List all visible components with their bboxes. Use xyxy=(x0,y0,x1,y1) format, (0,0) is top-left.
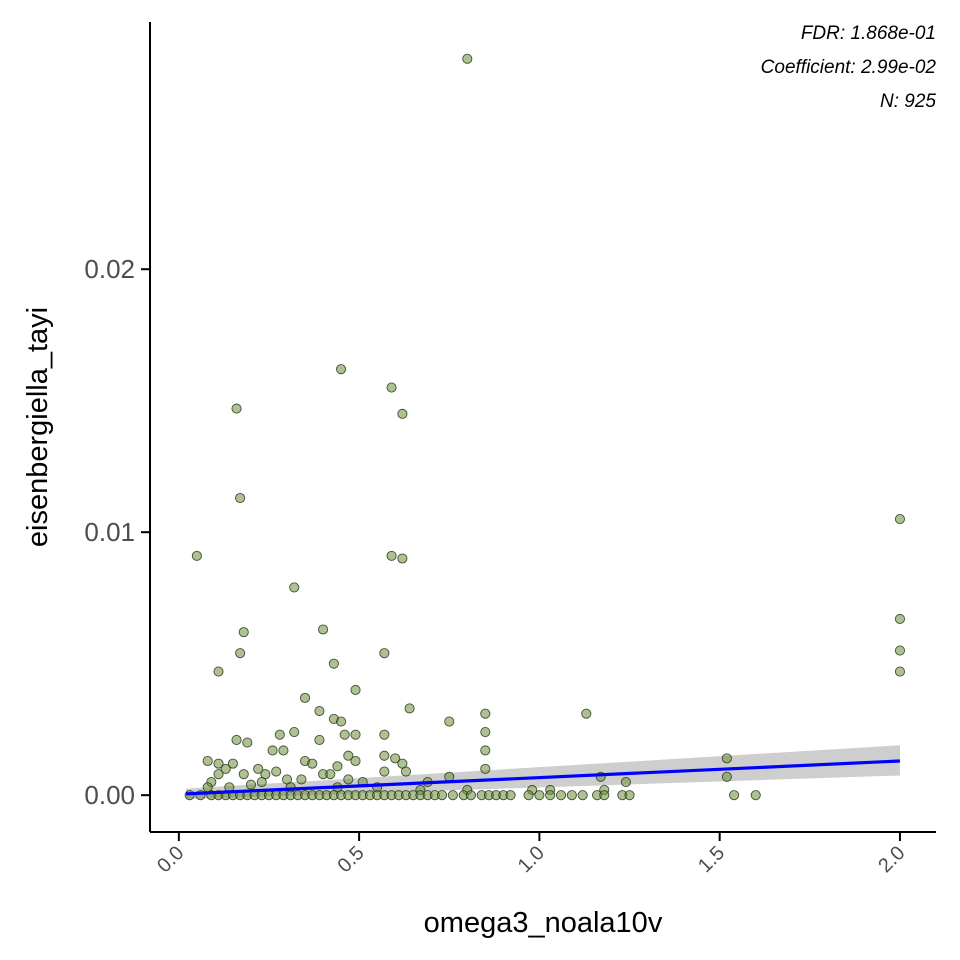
data-point xyxy=(379,766,390,777)
data-point xyxy=(462,53,473,64)
data-point xyxy=(202,755,213,767)
data-point xyxy=(350,729,361,740)
data-point xyxy=(336,364,347,375)
y-tick-label: 0.00 xyxy=(84,780,135,810)
data-point xyxy=(343,774,354,785)
data-point xyxy=(566,790,577,801)
data-point xyxy=(397,408,408,419)
data-point xyxy=(231,403,242,414)
data-point xyxy=(480,763,491,774)
data-point xyxy=(296,774,307,785)
data-point xyxy=(271,766,282,777)
data-point xyxy=(386,550,397,561)
y-tick-label: 0.02 xyxy=(84,254,135,284)
data-point xyxy=(242,737,253,748)
data-point xyxy=(894,513,905,525)
trend-line-layer xyxy=(185,759,901,796)
data-point xyxy=(213,758,224,769)
x-tick-label: 2.0 xyxy=(874,842,909,877)
data-point xyxy=(213,666,224,677)
data-point xyxy=(480,745,491,756)
data-point xyxy=(599,790,610,801)
data-point xyxy=(721,771,732,782)
data-point xyxy=(231,734,242,746)
data-point xyxy=(534,790,545,801)
data-point xyxy=(314,705,325,717)
data-point xyxy=(505,790,516,801)
data-point xyxy=(894,666,905,677)
data-point xyxy=(721,753,732,764)
data-point xyxy=(480,727,491,738)
data-points-layer xyxy=(184,53,905,801)
data-point xyxy=(289,727,300,738)
data-point xyxy=(404,703,415,714)
data-point xyxy=(386,382,397,393)
data-point xyxy=(343,750,354,761)
data-point xyxy=(267,745,278,756)
x-tick-label: 1.0 xyxy=(514,842,549,877)
data-point xyxy=(307,758,318,769)
data-point xyxy=(299,692,311,703)
data-point xyxy=(444,771,455,782)
data-point xyxy=(213,769,224,780)
data-point xyxy=(444,716,455,727)
data-point xyxy=(400,766,412,777)
n-annotation: N: 925 xyxy=(880,91,936,112)
coefficient-annotation: Coefficient: 2.99e-02 xyxy=(761,57,937,78)
data-point xyxy=(379,729,390,740)
data-point xyxy=(235,648,246,659)
data-point xyxy=(350,684,361,696)
data-point xyxy=(328,658,339,669)
data-point xyxy=(289,582,300,593)
data-point xyxy=(624,790,635,801)
data-point xyxy=(894,645,905,656)
data-point xyxy=(238,627,249,638)
data-point xyxy=(235,492,246,504)
data-point xyxy=(555,790,567,801)
data-point xyxy=(390,753,401,764)
data-point xyxy=(436,790,448,801)
data-point xyxy=(318,624,329,635)
data-point xyxy=(465,790,476,801)
trend-line xyxy=(185,759,901,796)
data-point xyxy=(350,755,361,767)
data-point xyxy=(577,790,588,801)
data-point xyxy=(245,779,257,790)
data-point xyxy=(447,790,458,801)
data-point xyxy=(238,769,249,780)
fdr-annotation: FDR: 1.868e-01 xyxy=(801,23,936,44)
data-point xyxy=(750,790,761,801)
x-tick-label: 1.5 xyxy=(694,842,729,877)
y-tick-label: 0.01 xyxy=(84,517,135,547)
data-point xyxy=(620,776,631,788)
x-axis-title: omega3_noala10v xyxy=(424,907,663,939)
data-point xyxy=(220,763,231,774)
data-point xyxy=(332,761,343,772)
data-point xyxy=(314,734,325,746)
data-point xyxy=(729,790,740,801)
data-point xyxy=(581,708,592,719)
data-point xyxy=(894,613,905,625)
x-tick-label: 0.0 xyxy=(153,842,188,877)
x-tick-label: 0.5 xyxy=(333,842,368,877)
data-point xyxy=(339,729,350,740)
data-point xyxy=(325,769,336,780)
data-point xyxy=(336,716,347,727)
data-point xyxy=(191,550,202,561)
data-point xyxy=(379,648,390,659)
data-point xyxy=(227,758,238,769)
data-point xyxy=(379,750,390,761)
data-point xyxy=(274,729,285,740)
data-point xyxy=(480,708,491,719)
data-point xyxy=(397,553,408,564)
data-point xyxy=(256,776,267,788)
data-point xyxy=(523,790,534,801)
data-point xyxy=(253,763,264,774)
data-point xyxy=(278,745,289,756)
y-axis-title: eisenbergiella_tayi xyxy=(22,307,54,547)
data-point xyxy=(545,790,556,801)
